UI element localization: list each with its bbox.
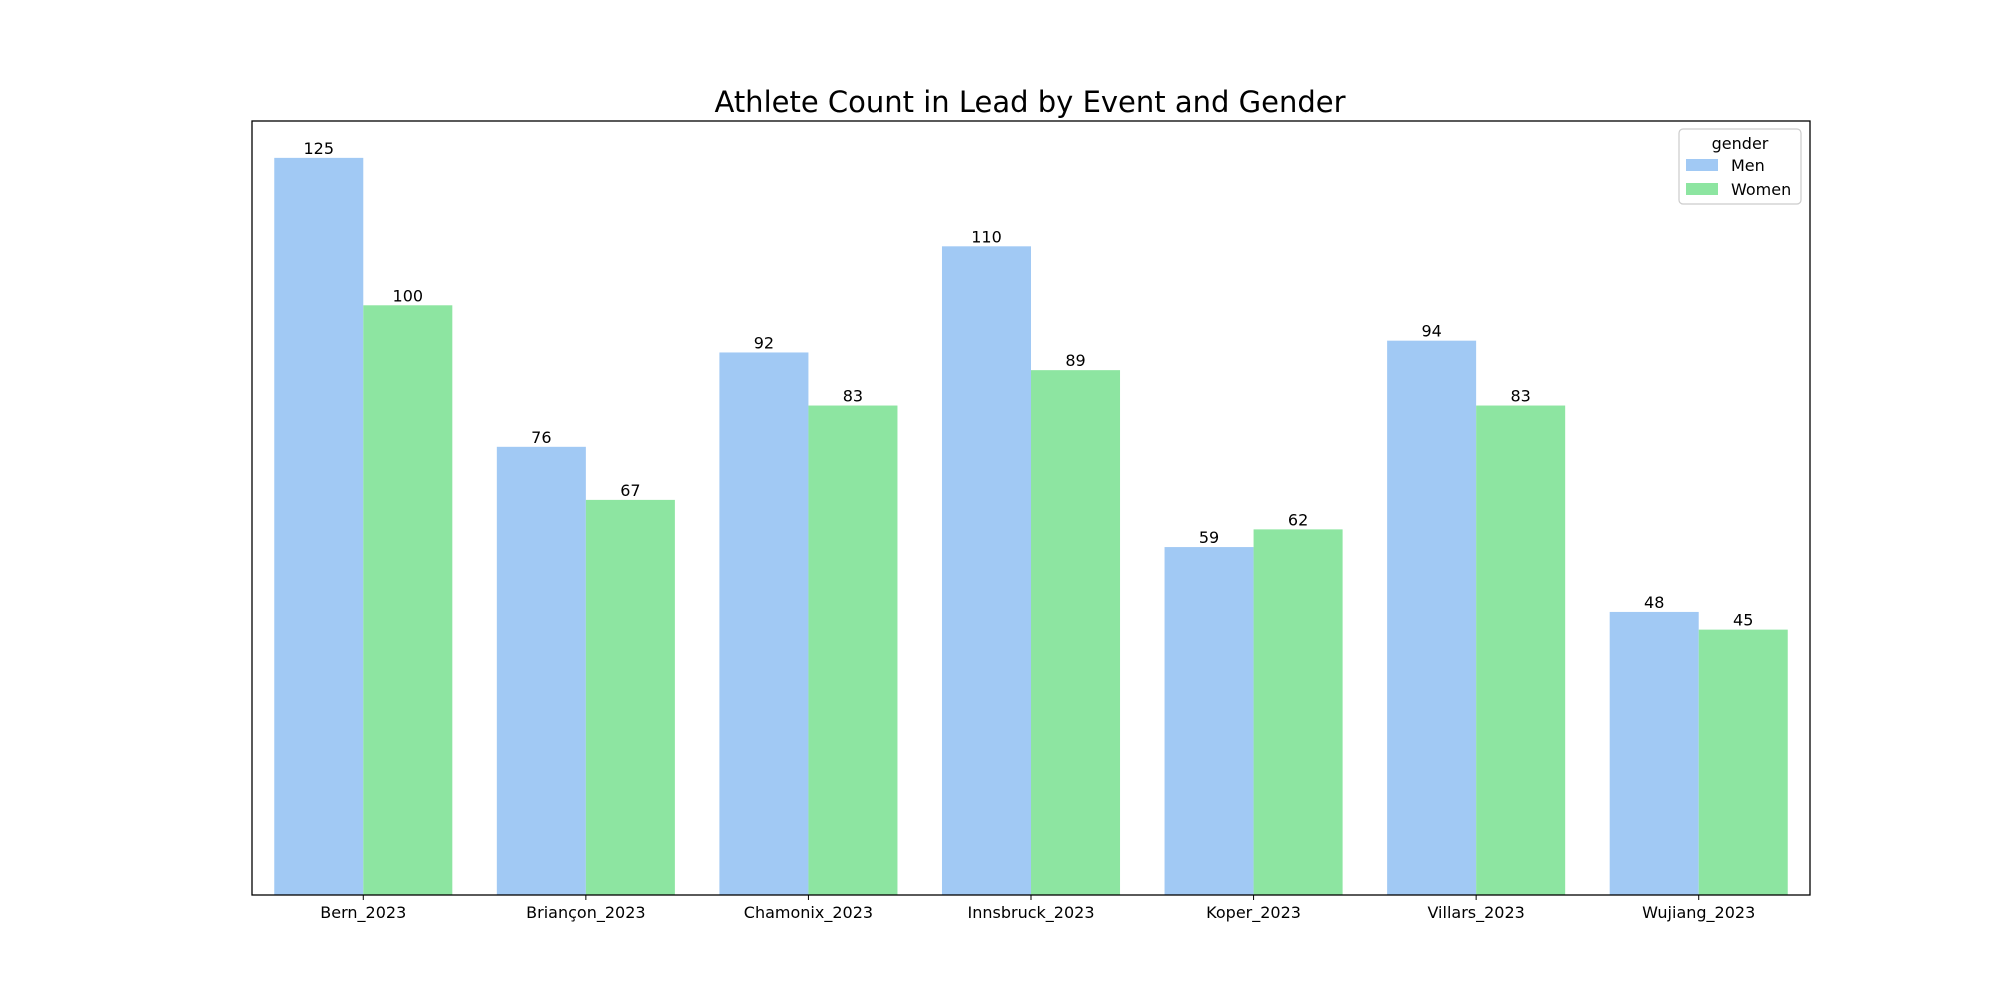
bar-women-6 <box>1698 629 1788 895</box>
bar-women-2 <box>808 405 898 895</box>
x-tick-label: Chamonix_2023 <box>744 903 873 923</box>
bar-women-1 <box>585 499 675 895</box>
bars-layer <box>274 157 1788 896</box>
bar-men-6 <box>1609 611 1699 895</box>
data-label-men-4: 59 <box>1199 528 1219 547</box>
bar-women-4 <box>1253 529 1343 895</box>
bar-men-0 <box>274 157 364 895</box>
legend-swatch-men <box>1686 159 1718 171</box>
x-tick-label: Briançon_2023 <box>526 903 645 923</box>
data-label-men-2: 92 <box>754 333 774 352</box>
x-tick-label: Bern_2023 <box>320 903 406 923</box>
data-label-men-1: 76 <box>531 428 551 447</box>
legend-label-women: Women <box>1731 180 1791 199</box>
data-labels-layer: 125 100 76 67 92 83 110 89 59 62 94 83 48 45 <box>303 139 1753 630</box>
data-label-women-0: 100 <box>393 286 424 305</box>
data-label-women-4: 62 <box>1288 510 1308 529</box>
bar-men-5 <box>1387 340 1477 895</box>
data-label-men-6: 48 <box>1644 593 1664 612</box>
data-label-women-3: 89 <box>1065 351 1085 370</box>
bar-women-5 <box>1476 405 1566 895</box>
data-label-women-5: 83 <box>1510 387 1530 406</box>
data-label-men-0: 125 <box>303 139 334 158</box>
legend-title: gender <box>1712 134 1769 153</box>
data-label-men-3: 110 <box>971 227 1002 246</box>
x-tick-label: Innsbruck_2023 <box>968 903 1095 923</box>
bar-men-4 <box>1164 547 1254 895</box>
bar-men-2 <box>719 352 809 895</box>
chart-title: Athlete Count in Lead by Event and Gende… <box>714 85 1345 119</box>
data-label-women-2: 83 <box>843 387 863 406</box>
x-tick-label: Koper_2023 <box>1206 903 1301 923</box>
x-axis: Bern_2023 Briançon_2023 Chamonix_2023 Innsb… <box>320 895 1755 923</box>
data-label-men-5: 94 <box>1421 322 1441 341</box>
legend-items: Men Women <box>1686 156 1791 199</box>
x-tick-label: Villars_2023 <box>1427 903 1524 923</box>
bar-men-1 <box>496 446 586 895</box>
data-label-women-1: 67 <box>620 481 640 500</box>
legend-swatch-women <box>1686 183 1718 195</box>
bar-women-3 <box>1031 370 1121 895</box>
legend-label-men: Men <box>1731 156 1765 175</box>
data-label-women-6: 45 <box>1733 611 1753 630</box>
x-tick-label: Wujiang_2023 <box>1642 903 1755 923</box>
bar-women-0 <box>363 305 453 895</box>
legend: gender Men Women <box>1678 128 1802 205</box>
bar-men-3 <box>941 246 1031 896</box>
